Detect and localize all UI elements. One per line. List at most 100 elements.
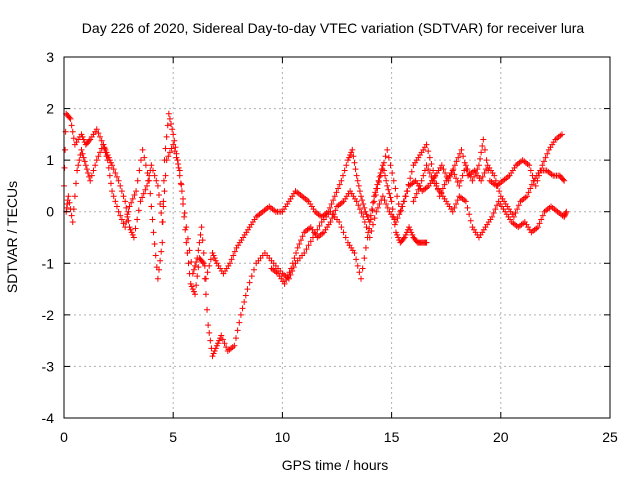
data-point (397, 207, 404, 214)
data-point (442, 170, 449, 177)
data-point (156, 191, 163, 198)
data-point (456, 150, 463, 157)
data-point (451, 171, 458, 178)
data-point (462, 198, 469, 205)
data-point (493, 202, 500, 209)
data-point (297, 237, 304, 244)
y-tick-label: 2 (46, 101, 54, 117)
data-point (389, 170, 396, 177)
data-point (62, 146, 69, 153)
data-point (514, 206, 521, 213)
data-point (394, 231, 401, 238)
data-point (395, 200, 402, 207)
data-point (131, 191, 138, 198)
data-point (558, 131, 565, 138)
data-point (168, 121, 175, 128)
data-point (447, 173, 454, 180)
data-point (402, 231, 409, 238)
data-point (198, 224, 205, 231)
data-point (480, 136, 487, 143)
data-point (379, 193, 386, 200)
data-point (184, 249, 191, 256)
data-point (70, 135, 77, 142)
data-point (303, 246, 310, 253)
data-point (425, 166, 432, 173)
x-axis-ticks: 0 5 10 15 20 25 (60, 57, 618, 445)
data-point (474, 166, 481, 173)
data-point (93, 157, 100, 164)
data-point (331, 193, 338, 200)
data-point (190, 266, 197, 273)
data-point (374, 204, 381, 211)
data-point (166, 149, 173, 156)
data-point (66, 199, 73, 206)
data-point (174, 157, 181, 164)
data-point (150, 229, 157, 236)
data-point (356, 188, 363, 195)
data-point (457, 177, 464, 184)
data-point (562, 210, 569, 217)
data-point (117, 212, 124, 219)
data-point (350, 153, 357, 160)
data-point (412, 194, 419, 201)
data-point (171, 137, 178, 144)
data-point (455, 154, 462, 161)
data-point (338, 177, 345, 184)
data-point (123, 219, 130, 226)
data-point (202, 291, 209, 298)
data-point (354, 177, 361, 184)
data-point (540, 158, 547, 165)
x-tick-label: 25 (602, 429, 618, 445)
data-point (239, 305, 246, 312)
data-point (384, 146, 391, 153)
data-point (348, 149, 355, 156)
data-point (107, 180, 114, 187)
data-point (363, 211, 370, 218)
data-point (163, 133, 170, 140)
data-point (534, 224, 541, 231)
data-point (413, 190, 420, 197)
data-point (367, 216, 374, 223)
data-point (383, 177, 390, 184)
y-tick-label: -3 (42, 358, 55, 374)
data-point (542, 154, 549, 161)
data-point (158, 210, 165, 217)
data-point (213, 342, 220, 349)
data-point (284, 273, 291, 280)
data-point (359, 197, 366, 204)
data-point (377, 172, 384, 179)
data-point (101, 145, 108, 152)
data-point (450, 166, 457, 173)
data-point (453, 200, 460, 207)
data-point (382, 153, 389, 160)
data-point (376, 173, 383, 180)
data-point (140, 190, 147, 197)
data-point (158, 248, 165, 255)
data-point (347, 151, 354, 158)
data-point (394, 215, 401, 222)
data-point (392, 185, 399, 192)
data-point (100, 141, 107, 148)
data-point (110, 166, 117, 173)
data-point (248, 273, 255, 280)
data-point (385, 154, 392, 161)
data-point (123, 204, 130, 211)
data-point (408, 229, 415, 236)
data-point (192, 262, 199, 269)
x-tick-label: 5 (169, 429, 177, 445)
data-point (144, 170, 151, 177)
data-point (453, 158, 460, 165)
data-point (528, 181, 535, 188)
data-point (316, 222, 323, 229)
data-point (478, 149, 485, 156)
data-point (212, 345, 219, 352)
data-point (539, 212, 546, 219)
data-point (359, 265, 366, 272)
x-tick-label: 20 (493, 429, 509, 445)
data-point (373, 208, 380, 215)
data-point (147, 190, 154, 197)
data-point (301, 249, 308, 256)
data-point (149, 167, 156, 174)
data-point (154, 275, 161, 282)
series-trace-d (268, 146, 568, 287)
